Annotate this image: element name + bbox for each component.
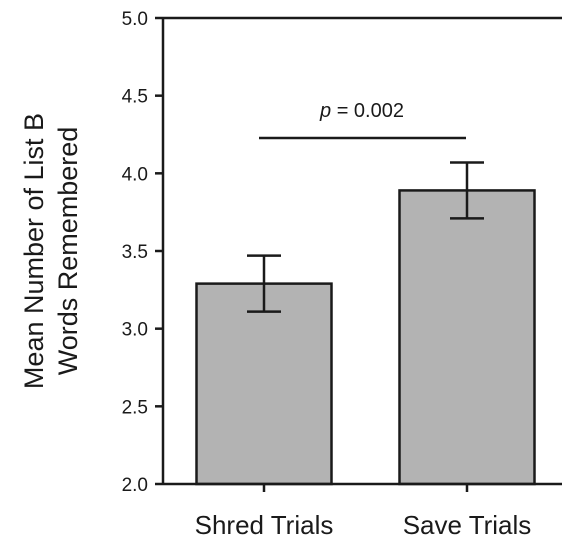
significance-p-value: = 0.002 [331,100,404,122]
y-tick-label: 2.5 [122,397,148,418]
y-axis-title-line-1: Mean Number of List B [19,113,49,389]
bar [398,189,536,486]
significance-p-symbol: p [319,100,331,122]
x-category-label: Save Trials [403,510,532,539]
y-tick-label: 2.0 [122,475,148,496]
y-tick-label: 3.5 [122,242,148,263]
y-tick-label: 5.0 [122,9,148,30]
y-tick-label: 4.0 [122,164,148,185]
significance-annotation: p = 0.002 [319,100,404,122]
y-axis-title-line-2: Words Remembered [53,127,83,376]
y-tick-label: 3.0 [122,320,148,341]
y-tick-label: 4.5 [122,87,148,108]
x-category-label: Shred Trials [195,510,334,539]
bar [195,282,333,486]
